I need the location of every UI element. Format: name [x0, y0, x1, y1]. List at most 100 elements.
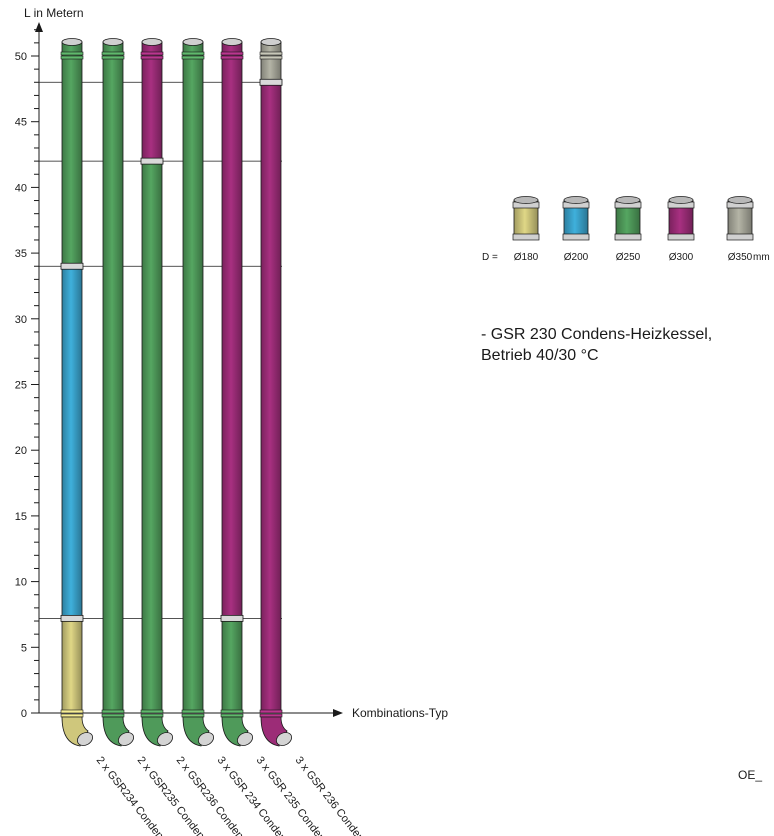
y-tick-label: 35 — [15, 248, 27, 260]
pipe-collar — [259, 51, 283, 56]
pipe-top-cap — [260, 38, 282, 46]
legend-item: Ø250 — [614, 196, 642, 263]
legend-bottom-collar — [726, 233, 754, 241]
pipe-segment — [61, 265, 83, 619]
x-axis-arrow — [333, 709, 343, 717]
pipe-joint — [140, 157, 164, 165]
legend-label: Ø180 — [514, 252, 539, 263]
y-tick-label: 25 — [15, 380, 27, 392]
pipe-segment — [182, 41, 204, 714]
pipe-collar — [140, 709, 164, 714]
legend-prefix: D = — [482, 252, 498, 263]
pipe-collar — [60, 709, 84, 714]
legend-label: Ø250 — [616, 252, 641, 263]
pipe-joint — [60, 262, 84, 270]
pipe-segment — [61, 617, 83, 714]
pipe-collar — [60, 713, 84, 718]
category-label: 2 x GSR234 Condens — [94, 754, 170, 836]
pipe-column — [181, 38, 215, 747]
legend-label: Ø300 — [669, 252, 694, 263]
y-tick-label: 30 — [15, 314, 27, 326]
pipe-top-cap — [182, 38, 204, 46]
pipe-collar — [101, 51, 125, 56]
note-line-2: Betrieb 40/30 °C — [481, 347, 599, 364]
legend-top-opening — [563, 196, 589, 204]
pipe-collar — [181, 709, 205, 714]
pipe-collar — [220, 709, 244, 714]
pipe-collar — [140, 713, 164, 718]
pipe-segment — [221, 617, 243, 714]
pipe-segment — [141, 160, 163, 714]
y-tick-label: 15 — [15, 511, 27, 523]
pipe-elbow-opening — [236, 732, 254, 746]
y-tick-label: 50 — [15, 51, 27, 63]
pipe-joint — [220, 614, 244, 622]
pipe-column — [101, 38, 135, 747]
y-axis-arrow — [35, 22, 43, 32]
pipe-collar — [259, 55, 283, 60]
pipe-column — [140, 38, 174, 747]
legend-top-opening — [615, 196, 641, 204]
y-tick-label: 45 — [15, 117, 27, 129]
y-tick-label: 0 — [21, 708, 27, 720]
legend-bottom-collar — [512, 233, 540, 241]
pipe-column — [60, 38, 94, 747]
legend-unit: mm — [753, 252, 770, 263]
pipe-collar — [60, 51, 84, 56]
pipe-collar — [259, 713, 283, 718]
pipe-collar — [220, 51, 244, 56]
pipe-collar — [101, 709, 125, 714]
pipe-segment — [102, 41, 124, 714]
x-axis-label: Kombinations-Typ — [352, 706, 448, 720]
pipe-column — [220, 38, 254, 747]
pipes — [60, 38, 293, 747]
y-tick-label: 10 — [15, 577, 27, 589]
pipe-joint — [60, 614, 84, 622]
legend-top-opening — [513, 196, 539, 204]
pipe-elbow-opening — [275, 732, 293, 746]
legend-bottom-collar — [562, 233, 590, 241]
pipe-top-cap — [102, 38, 124, 46]
pipe-column — [259, 38, 293, 747]
pipe-elbow-opening — [197, 732, 215, 746]
pipe-segment — [260, 41, 282, 83]
pipe-collar — [259, 709, 283, 714]
pipe-top-cap — [141, 38, 163, 46]
pipe-collar — [60, 55, 84, 60]
pipe-segment — [61, 41, 83, 267]
footer-code: OE_ — [738, 768, 763, 782]
diameter-legend: D = Ø180 Ø200 Ø250 Ø300 Ø350 mm — [482, 196, 770, 263]
pipe-segment — [221, 41, 243, 619]
legend-item: Ø200 — [562, 196, 590, 263]
pipe-elbow-opening — [156, 732, 174, 746]
legend-bottom-collar — [667, 233, 695, 241]
pipe-collar — [101, 713, 125, 718]
pipe-collar — [181, 51, 205, 56]
pipe-top-cap — [61, 38, 83, 46]
axes: 0 5 10 15 20 25 30 35 40 45 50 — [15, 22, 343, 720]
pipe-collar — [101, 55, 125, 60]
legend-item: Ø300 — [667, 196, 695, 263]
y-tick-label: 5 — [21, 642, 27, 654]
pipe-elbow-opening — [117, 732, 135, 746]
pipe-collar — [220, 713, 244, 718]
note-line-1: - GSR 230 Condens-Heizkessel, — [481, 326, 713, 343]
boiler-note: - GSR 230 Condens-Heizkessel, Betrieb 40… — [481, 324, 712, 366]
legend-top-opening — [727, 196, 753, 204]
pipe-segment — [260, 81, 282, 714]
y-tick-label: 20 — [15, 445, 27, 457]
pipe-collar — [181, 55, 205, 60]
pipe-top-cap — [221, 38, 243, 46]
legend-label: Ø200 — [564, 252, 589, 263]
legend-item: Ø180 — [512, 196, 540, 263]
pipe-collar — [140, 55, 164, 60]
legend-top-opening — [668, 196, 694, 204]
y-ticks: 0 5 10 15 20 25 30 35 40 45 50 — [15, 29, 39, 720]
pipe-joint — [259, 78, 283, 86]
y-axis-label: L in Metern — [24, 6, 84, 20]
pipe-elbow-opening — [76, 732, 94, 746]
pipe-collar — [140, 51, 164, 56]
legend-label: Ø350 — [728, 252, 753, 263]
pipe-collar — [181, 713, 205, 718]
